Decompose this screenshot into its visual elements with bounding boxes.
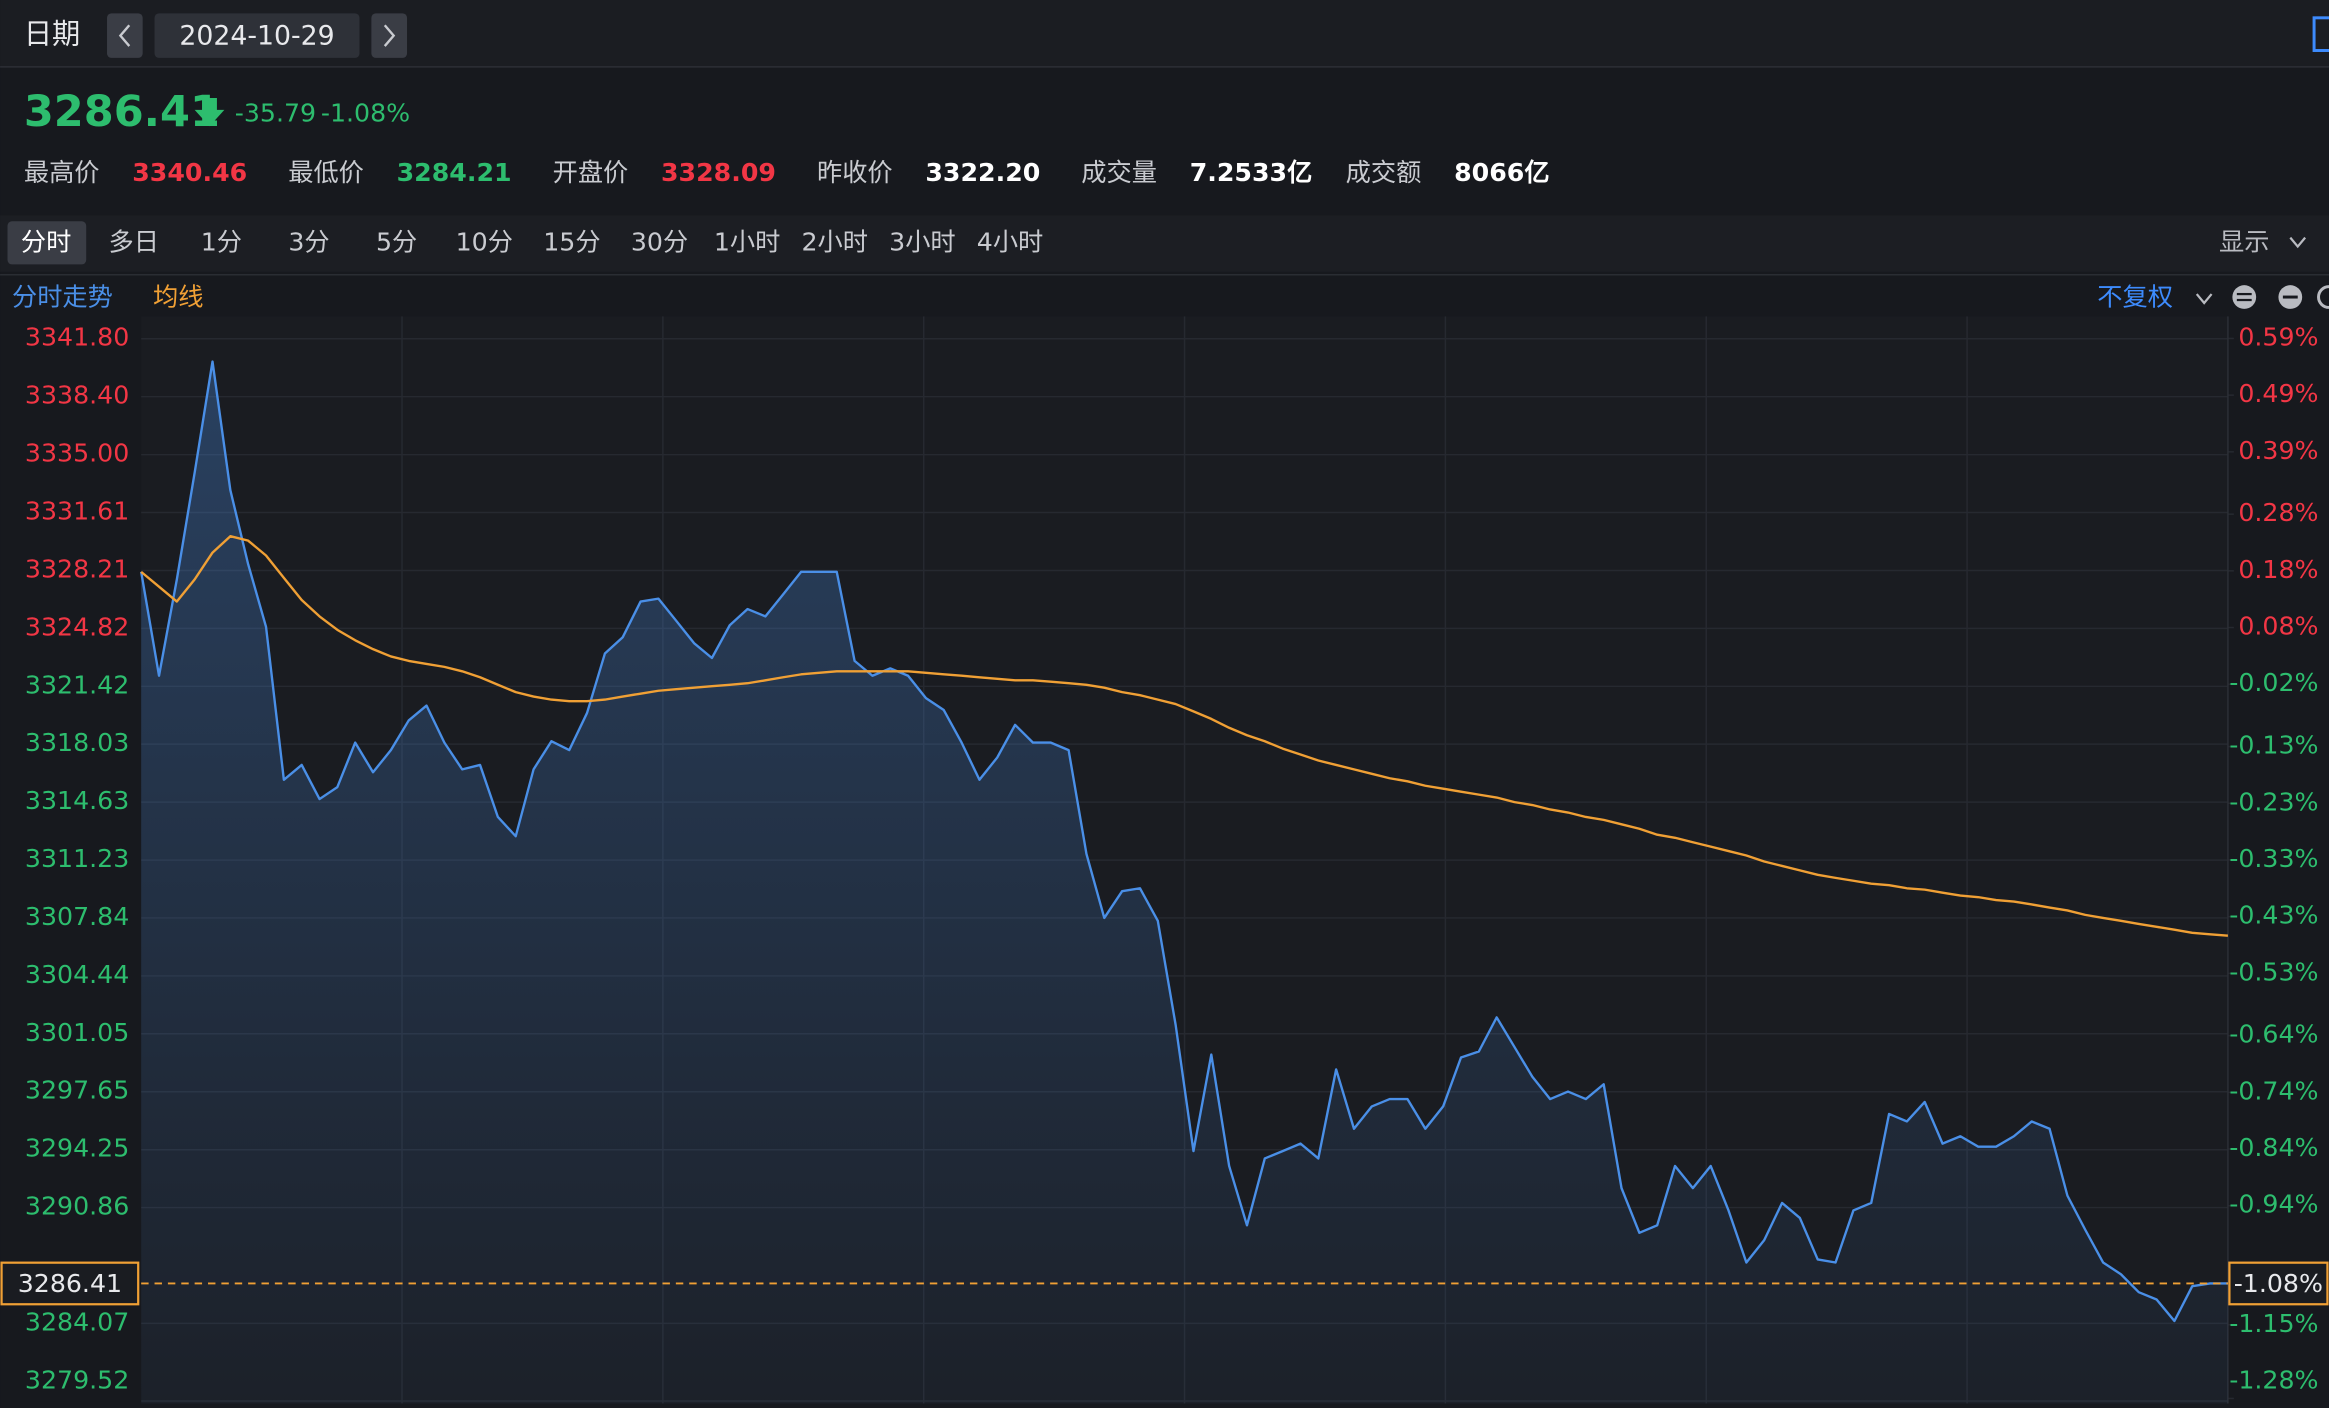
tab[interactable]: 分时 xyxy=(21,228,71,257)
current-price-box xyxy=(0,1261,140,1306)
date-field[interactable] xyxy=(154,13,360,58)
next-icon xyxy=(383,24,396,47)
y2-tick-label: -0.13% xyxy=(2229,731,2318,760)
y-tick-label: 3304.44 xyxy=(25,960,129,989)
tab[interactable]: 5分 xyxy=(376,228,417,257)
price-change-pct: -1.08% xyxy=(321,98,410,127)
stat-label: 成交额 xyxy=(1346,158,1422,187)
legend-average[interactable]: 均线 xyxy=(153,283,203,312)
y-tick-label: 3341.80 xyxy=(25,323,129,352)
y2-tick-label: -1.28% xyxy=(2229,1365,2318,1394)
y-tick-label: 3279.52 xyxy=(25,1365,129,1394)
tab-bar xyxy=(0,215,2329,272)
tab[interactable]: 2小时 xyxy=(802,228,869,257)
panel-icon[interactable] xyxy=(2312,16,2329,52)
y2-tick-label: 0.59% xyxy=(2238,322,2318,351)
y2-tick-label: -0.33% xyxy=(2229,844,2318,873)
date-value: 2024-10-29 xyxy=(179,21,334,52)
current-pct-box xyxy=(2228,1261,2329,1306)
tab[interactable]: 15分 xyxy=(543,228,600,257)
tab[interactable]: 1小时 xyxy=(714,228,781,257)
y2-tick-label: -0.84% xyxy=(2229,1133,2318,1162)
stat-value: 3328.09 xyxy=(661,158,776,187)
stat-value: 3322.20 xyxy=(925,158,1040,187)
y-tick-label: 3314.63 xyxy=(25,786,129,815)
y-tick-label: 3328.21 xyxy=(25,554,129,583)
y-tick-label: 3324.82 xyxy=(25,612,129,641)
y2-tick-label: -0.23% xyxy=(2229,787,2318,816)
next-day-button[interactable] xyxy=(371,13,408,58)
down-arrow xyxy=(194,98,225,127)
current-pct-label: -1.08% xyxy=(2234,1269,2323,1298)
y-tick-label: 3301.05 xyxy=(25,1018,129,1047)
adjust-caret xyxy=(2195,293,2213,305)
y2-tick-label: -0.94% xyxy=(2229,1190,2318,1219)
y-tick-label: 3284.07 xyxy=(25,1307,129,1336)
stat-label: 开盘价 xyxy=(553,158,629,187)
tab[interactable]: 30分 xyxy=(631,228,688,257)
current-price: 3286.41 xyxy=(24,87,220,137)
stat-label: 成交量 xyxy=(1081,158,1157,187)
y2-tick-label: -0.64% xyxy=(2229,1020,2318,1049)
stat-value: 3340.46 xyxy=(132,158,247,187)
stat-label: 最高价 xyxy=(24,158,100,187)
plot: 3341.80 3338.40 3335.00 3331.61 3328.21 3324.… xyxy=(0,316,2329,1404)
stats-row: 最高价 3340.46 最低价 3284.21 开盘价 3328.09 昨收价 3322.20… xyxy=(24,158,1550,187)
y2-tick-label: 0.08% xyxy=(2238,612,2318,641)
average-line xyxy=(140,535,2229,937)
y2-tick-label: -0.43% xyxy=(2229,901,2318,930)
legend-price[interactable]: 分时走势 xyxy=(12,283,113,312)
y-tick-label: 3331.61 xyxy=(25,497,129,526)
tab[interactable]: 4小时 xyxy=(977,228,1044,257)
display-caret xyxy=(2289,236,2307,249)
display-menu[interactable]: 显示 xyxy=(2219,228,2269,257)
stat-label: 昨收价 xyxy=(817,158,893,187)
y-tick-label: 3290.86 xyxy=(25,1192,129,1221)
date-label: 日期 xyxy=(24,18,80,51)
y-tick-label: 3294.25 xyxy=(25,1134,129,1163)
y2-tick-label: 0.28% xyxy=(2238,498,2318,527)
y2-tick-label: 0.49% xyxy=(2238,379,2318,408)
y2-tick-label: -0.74% xyxy=(2229,1076,2318,1105)
tabs: 分时 多日 1分 3分 5分 10分 15分 30分 1小时 2小时 3小时 4小时 xyxy=(7,221,1044,265)
adjust-menu[interactable]: 不复权 xyxy=(2097,283,2173,312)
tab[interactable]: 多日 xyxy=(109,228,159,257)
tab[interactable]: 3分 xyxy=(288,228,329,257)
y2-tick-label: 0.18% xyxy=(2238,555,2318,584)
stat-label: 最低价 xyxy=(288,158,364,187)
prev-icon xyxy=(118,24,131,47)
y2-tick-label: -0.53% xyxy=(2229,957,2318,986)
y-tick-label: 3338.40 xyxy=(25,381,129,410)
prev-day-button[interactable] xyxy=(107,13,143,58)
y2-tick-label: -1.15% xyxy=(2229,1309,2318,1338)
area-fill xyxy=(141,361,2228,1404)
stat-value: 3284.21 xyxy=(397,158,512,187)
tab[interactable]: 3小时 xyxy=(889,228,956,257)
y2-tick-label: 0.39% xyxy=(2238,436,2318,465)
zoom-out-icon[interactable] xyxy=(2232,285,2257,309)
tab[interactable]: 1分 xyxy=(201,228,242,257)
y-tick-label: 3335.00 xyxy=(25,439,129,468)
current-price-label: 3286.41 xyxy=(18,1269,122,1298)
stat-value: 8066亿 xyxy=(1454,158,1549,187)
price-line xyxy=(140,360,2228,1323)
tab[interactable]: 10分 xyxy=(456,228,513,257)
y-tick-label: 3321.42 xyxy=(25,670,129,699)
price-change: -35.79 xyxy=(235,98,316,127)
y-tick-label: 3307.84 xyxy=(25,902,129,931)
y-tick-label: 3318.03 xyxy=(25,728,129,757)
stat-value: 7.2533亿 xyxy=(1190,158,1313,187)
y-tick-label: 3297.65 xyxy=(25,1076,129,1105)
y2-tick-label: -0.02% xyxy=(2229,668,2318,697)
tab-selected-bg xyxy=(7,221,87,265)
y-tick-label: 3311.23 xyxy=(25,844,129,873)
